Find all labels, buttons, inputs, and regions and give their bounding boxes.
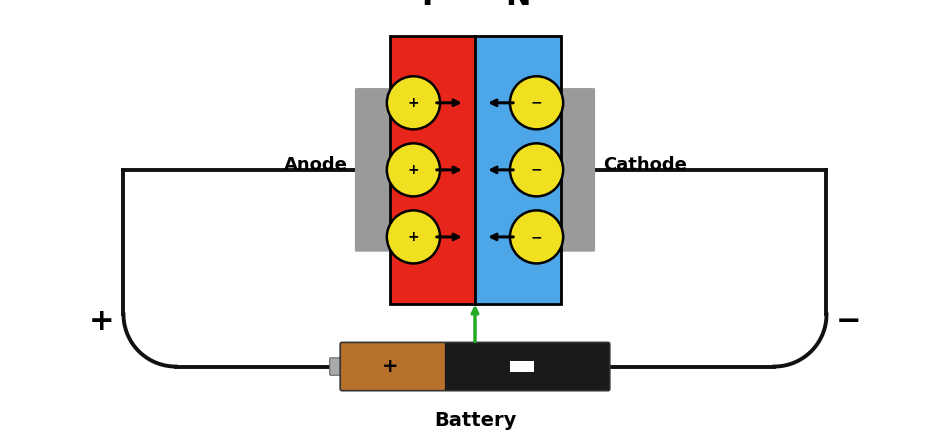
Text: +: + bbox=[88, 308, 114, 336]
FancyBboxPatch shape bbox=[330, 358, 343, 375]
Bar bbox=[390, 36, 475, 304]
Text: −: − bbox=[531, 96, 542, 110]
FancyBboxPatch shape bbox=[355, 88, 390, 252]
Circle shape bbox=[387, 76, 440, 129]
Text: Battery: Battery bbox=[434, 411, 516, 430]
FancyBboxPatch shape bbox=[416, 342, 610, 391]
Text: +: + bbox=[408, 163, 419, 177]
Circle shape bbox=[510, 211, 563, 263]
Bar bbox=[510, 361, 535, 372]
Text: N: N bbox=[505, 0, 530, 11]
Text: Depletion Region
Disappears: Depletion Region Disappears bbox=[394, 351, 556, 390]
Circle shape bbox=[510, 76, 563, 129]
Text: Cathode: Cathode bbox=[602, 156, 687, 174]
Circle shape bbox=[387, 143, 440, 196]
Text: +: + bbox=[382, 357, 399, 376]
Text: +: + bbox=[408, 230, 419, 244]
FancyBboxPatch shape bbox=[560, 88, 595, 252]
FancyBboxPatch shape bbox=[340, 342, 445, 391]
Text: −: − bbox=[531, 230, 542, 244]
Text: +: + bbox=[408, 96, 419, 110]
Circle shape bbox=[387, 211, 440, 263]
Text: P: P bbox=[421, 0, 444, 11]
Circle shape bbox=[510, 143, 563, 196]
Bar bbox=[475, 36, 560, 304]
Text: −: − bbox=[836, 308, 862, 336]
Text: −: − bbox=[531, 163, 542, 177]
Text: Anode: Anode bbox=[283, 156, 348, 174]
